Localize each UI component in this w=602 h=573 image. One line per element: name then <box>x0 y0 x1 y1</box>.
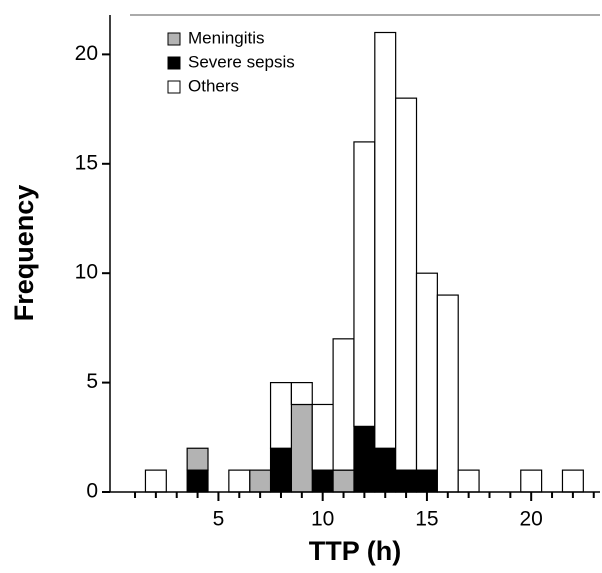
bar <box>415 272 438 471</box>
y-tick-label: 5 <box>86 370 98 393</box>
bar <box>353 425 376 493</box>
legend-label: Others <box>188 76 239 95</box>
legend-label: Meningitis <box>188 28 265 47</box>
bar <box>290 381 313 406</box>
legend-label: Severe sepsis <box>188 52 295 71</box>
bar <box>332 469 355 493</box>
legend-swatch <box>167 80 181 94</box>
bar <box>436 294 459 493</box>
x-tick-label: 5 <box>213 508 225 531</box>
legend-swatch <box>167 32 181 46</box>
bar <box>457 469 480 493</box>
bar <box>374 31 397 449</box>
y-tick-label: 10 <box>75 261 98 284</box>
bar <box>395 469 418 493</box>
legend-swatch <box>167 56 181 70</box>
bar <box>311 403 334 471</box>
bar <box>186 447 209 471</box>
bar <box>353 141 376 427</box>
bar <box>249 469 272 493</box>
bar <box>290 403 313 493</box>
y-tick-label: 0 <box>86 480 98 503</box>
y-tick-label: 20 <box>75 42 98 65</box>
x-tick-label: 15 <box>415 508 438 531</box>
bar <box>311 469 334 493</box>
x-tick-label: 20 <box>520 508 543 531</box>
bar <box>144 469 167 493</box>
bar <box>561 469 584 493</box>
bar <box>269 381 293 449</box>
bar <box>269 447 293 493</box>
bar <box>520 469 543 493</box>
x-axis-title: TTP (h) <box>309 536 401 566</box>
bar <box>395 97 418 471</box>
bar <box>332 338 355 471</box>
bar <box>415 469 438 493</box>
bar <box>228 469 251 493</box>
y-axis-title: Frequency <box>9 185 39 322</box>
bar <box>374 447 397 493</box>
y-tick-label: 15 <box>75 151 98 174</box>
bar <box>186 469 209 493</box>
x-tick-label: 10 <box>311 508 334 531</box>
